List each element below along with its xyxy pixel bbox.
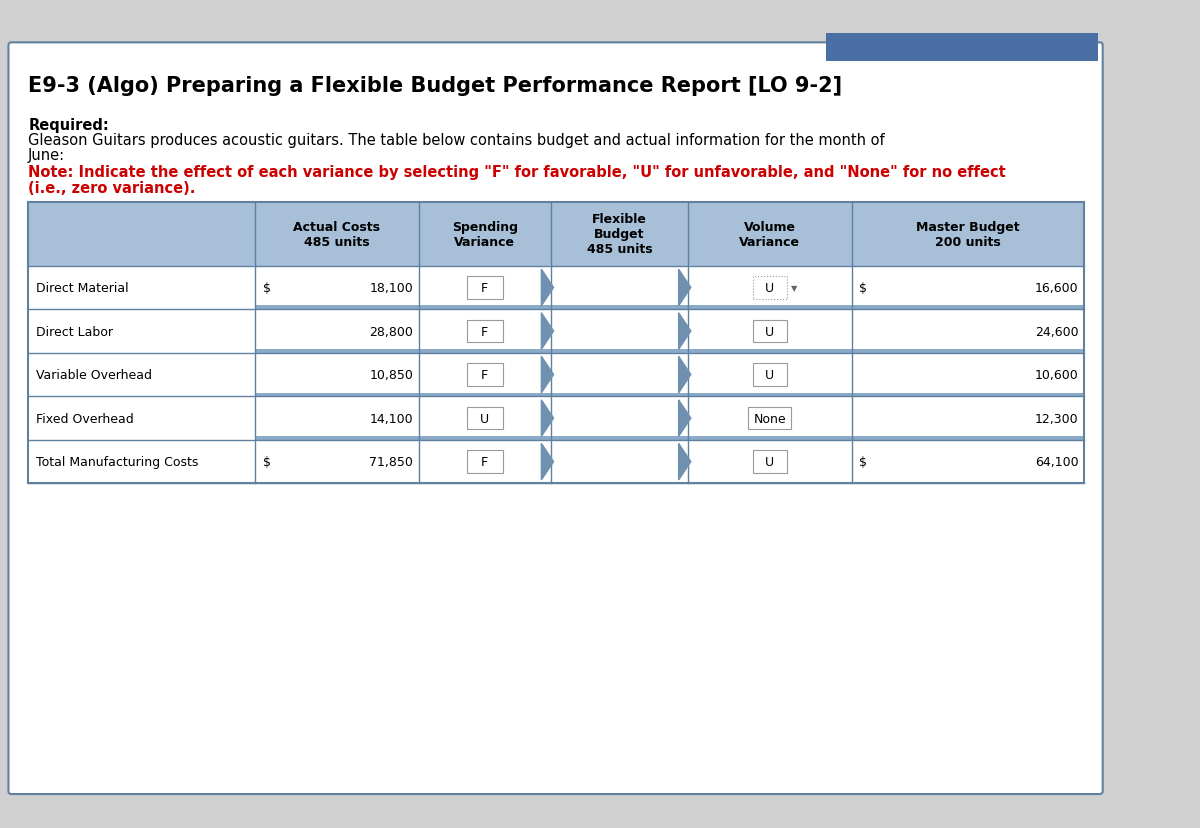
- Bar: [467, 363, 503, 387]
- Text: June:: June:: [28, 148, 65, 163]
- FancyBboxPatch shape: [8, 43, 1103, 794]
- Text: U: U: [766, 325, 774, 338]
- Polygon shape: [679, 400, 691, 437]
- Polygon shape: [541, 313, 553, 350]
- Bar: [28, 203, 1084, 484]
- Polygon shape: [679, 270, 691, 306]
- Bar: [28, 203, 1084, 267]
- Text: Required:: Required:: [28, 118, 109, 133]
- Bar: [467, 450, 503, 474]
- Polygon shape: [679, 357, 691, 393]
- Text: F: F: [481, 325, 488, 338]
- Text: Spending
Variance: Spending Variance: [451, 220, 517, 248]
- Bar: [826, 34, 1098, 62]
- Text: 24,600: 24,600: [1034, 325, 1079, 338]
- Bar: [28, 440, 1084, 484]
- Bar: [28, 354, 1084, 397]
- Bar: [752, 450, 787, 474]
- Text: U: U: [480, 412, 490, 425]
- Text: Total Manufacturing Costs: Total Manufacturing Costs: [36, 455, 198, 469]
- Text: $: $: [859, 282, 868, 295]
- Polygon shape: [541, 357, 553, 393]
- Text: Variable Overhead: Variable Overhead: [36, 368, 151, 382]
- Text: ▼: ▼: [791, 284, 798, 292]
- Text: 14,100: 14,100: [370, 412, 413, 425]
- Polygon shape: [679, 313, 691, 350]
- Text: 10,600: 10,600: [1034, 368, 1079, 382]
- Text: 18,100: 18,100: [370, 282, 413, 295]
- Text: None: None: [754, 412, 786, 425]
- Text: 64,100: 64,100: [1034, 455, 1079, 469]
- Text: (i.e., zero variance).: (i.e., zero variance).: [28, 181, 196, 196]
- Bar: [467, 407, 503, 430]
- Text: Fixed Overhead: Fixed Overhead: [36, 412, 133, 425]
- Bar: [256, 349, 1084, 354]
- Text: $: $: [859, 455, 868, 469]
- Text: 28,800: 28,800: [370, 325, 413, 338]
- Text: $: $: [263, 282, 271, 295]
- Polygon shape: [541, 270, 553, 306]
- Text: U: U: [766, 455, 774, 469]
- Text: F: F: [481, 368, 488, 382]
- Text: 12,300: 12,300: [1034, 412, 1079, 425]
- Text: Gleason Guitars produces acoustic guitars. The table below contains budget and a: Gleason Guitars produces acoustic guitar…: [28, 133, 884, 148]
- Text: 10,850: 10,850: [370, 368, 413, 382]
- Text: U: U: [766, 282, 774, 295]
- Bar: [256, 306, 1084, 310]
- Bar: [28, 267, 1084, 310]
- Text: Actual Costs
485 units: Actual Costs 485 units: [294, 220, 380, 248]
- Bar: [752, 320, 787, 343]
- Polygon shape: [541, 444, 553, 480]
- Bar: [28, 310, 1084, 354]
- Text: $: $: [263, 455, 271, 469]
- Text: Volume
Variance: Volume Variance: [739, 220, 800, 248]
- Text: Direct Material: Direct Material: [36, 282, 128, 295]
- Text: E9-3 (Algo) Preparing a Flexible Budget Performance Report [LO 9-2]: E9-3 (Algo) Preparing a Flexible Budget …: [28, 76, 842, 96]
- Text: F: F: [481, 455, 488, 469]
- Bar: [256, 436, 1084, 440]
- Bar: [749, 407, 792, 430]
- Bar: [752, 363, 787, 387]
- Bar: [467, 320, 503, 343]
- Polygon shape: [541, 400, 553, 437]
- Text: F: F: [481, 282, 488, 295]
- Bar: [752, 277, 787, 300]
- Polygon shape: [679, 444, 691, 480]
- Text: Direct Labor: Direct Labor: [36, 325, 113, 338]
- Bar: [28, 397, 1084, 440]
- Bar: [467, 277, 503, 300]
- Text: 16,600: 16,600: [1034, 282, 1079, 295]
- Text: U: U: [766, 368, 774, 382]
- Bar: [256, 393, 1084, 397]
- Text: 71,850: 71,850: [370, 455, 413, 469]
- Text: Flexible
Budget
485 units: Flexible Budget 485 units: [587, 213, 652, 256]
- Text: Note: Indicate the effect of each variance by selecting "F" for favorable, "U" f: Note: Indicate the effect of each varian…: [28, 165, 1006, 181]
- Text: Master Budget
200 units: Master Budget 200 units: [916, 220, 1020, 248]
